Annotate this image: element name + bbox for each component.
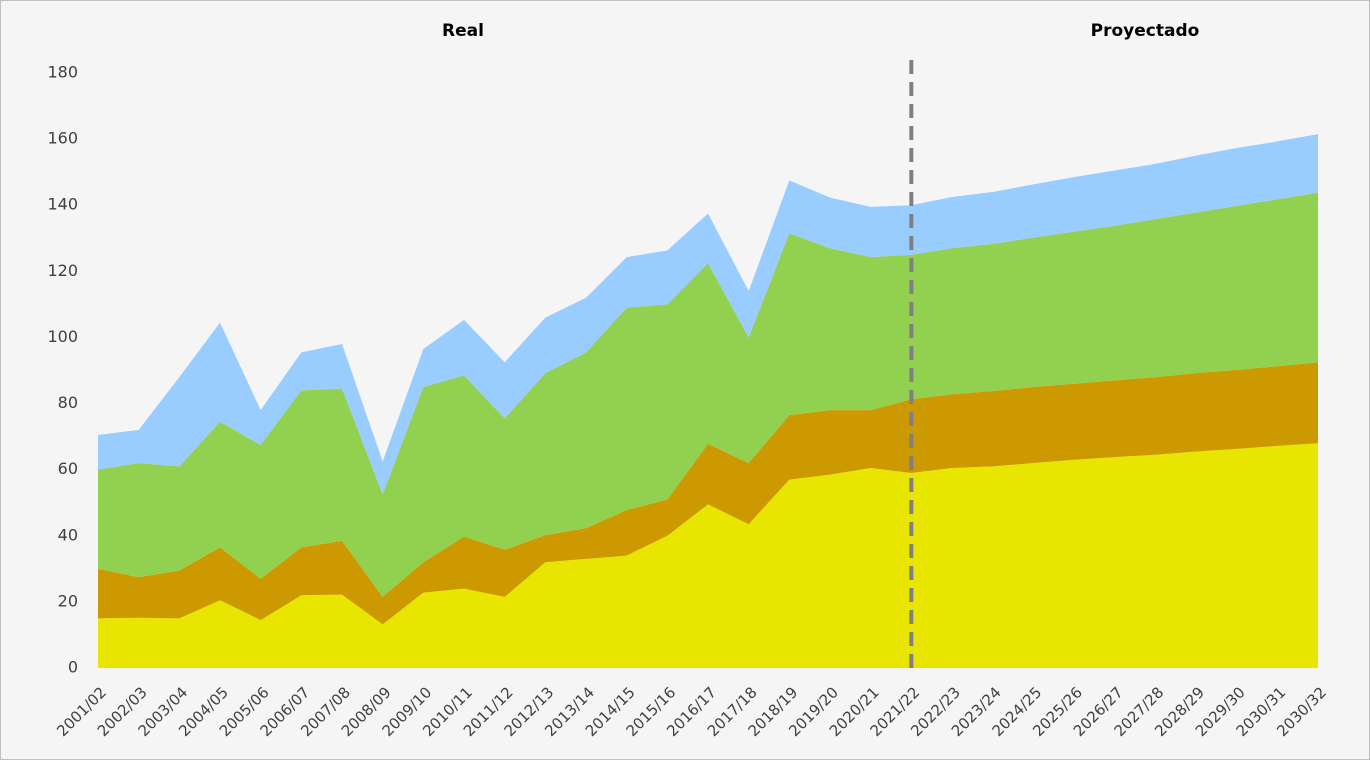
annotation: Real [442,21,484,41]
y-tick-label: 100 [47,327,78,346]
y-tick-label: 40 [58,525,78,544]
area [98,192,1318,597]
y-tick-label: 60 [58,459,78,478]
y-tick-label: 0 [68,658,78,677]
y-tick-label: 140 [47,195,78,214]
y-tick-label: 180 [47,63,78,82]
y-tick-label: 80 [58,393,78,412]
area [98,362,1318,625]
y-tick-label: 160 [47,129,78,148]
area [98,443,1318,668]
y-tick-label: 20 [58,591,78,610]
area [98,134,1318,495]
annotation: Proyectado [1091,21,1200,41]
y-tick-label: 120 [47,261,78,280]
